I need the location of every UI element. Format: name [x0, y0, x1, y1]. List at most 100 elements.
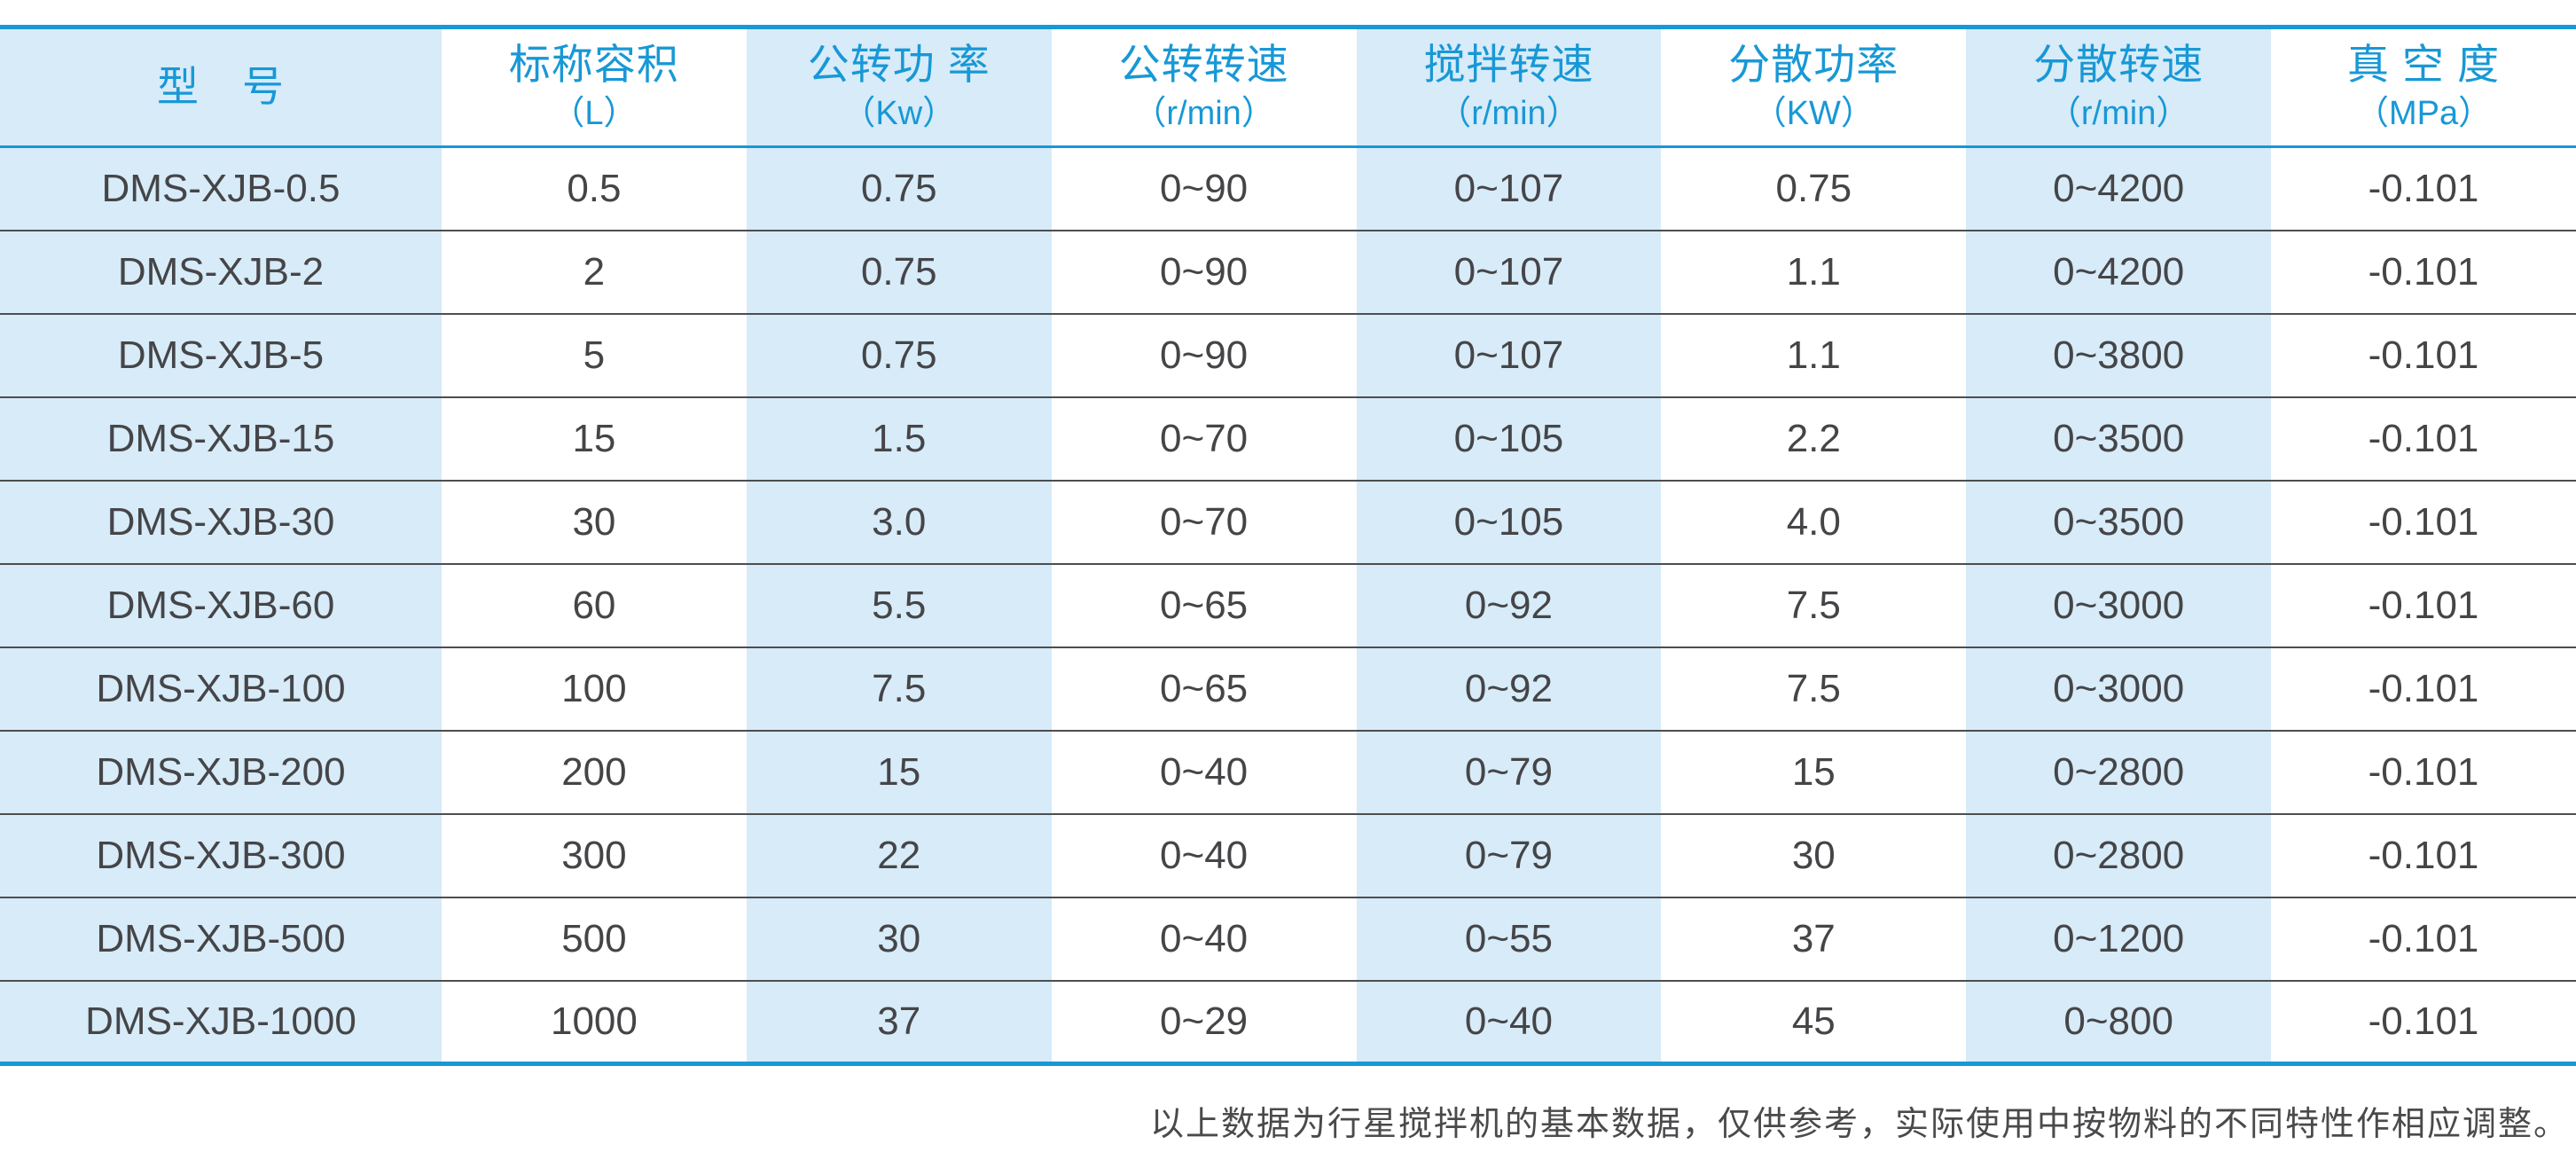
table-row: DMS-XJB-200 200 15 0~40 0~79 15 0~2800 -0.101 [0, 729, 2576, 814]
column-label: 型 号 [157, 63, 285, 111]
value-cell: -0.101 [2271, 312, 2576, 397]
table-row: DMS-XJB-500 500 30 0~40 0~55 37 0~1200 -0.101 [0, 896, 2576, 981]
column-label: 分散功率 [1728, 40, 1899, 88]
column-header: 分散功率 （KW） [1661, 27, 1967, 148]
column-header: 公转功 率 （Kw） [746, 27, 1052, 148]
value-cell: 0~3000 [1966, 562, 2272, 647]
value-cell: 0~79 [1356, 812, 1662, 897]
value-cell: -0.101 [2368, 166, 2479, 210]
value-cell: -0.101 [2271, 896, 2576, 981]
model-cell: DMS-XJB-500 [0, 896, 442, 981]
value-cell: 5.5 [746, 562, 1052, 647]
value-cell: 0~90 [1051, 229, 1357, 314]
value-cell: 15 [1661, 729, 1967, 814]
model-cell: DMS-XJB-100 [0, 646, 442, 731]
table-row: DMS-XJB-30 30 3.0 0~70 0~105 4.0 0~3500 -0.101 [0, 479, 2576, 564]
value-cell: -0.101 [2271, 979, 2576, 1064]
value-cell: 5 [442, 312, 747, 397]
value-cell: 2.2 [1661, 396, 1967, 481]
value-cell: 0~107 [1356, 312, 1662, 397]
value-cell: 300 [442, 812, 747, 897]
column-label: 公转功 率 [807, 40, 990, 88]
model-cell: DMS-XJB-300 [0, 812, 442, 897]
value-cell: 0~70 [1051, 479, 1357, 564]
value-cell: 22 [746, 812, 1052, 897]
value-cell: 0.75 [746, 229, 1052, 314]
value-cell: 15 [442, 396, 747, 481]
value-cell: -0.101 [2271, 479, 2576, 564]
value-cell: 0~92 [1356, 646, 1662, 731]
value-cell: 0~40 [1051, 729, 1357, 814]
value-cell: 30 [1661, 812, 1967, 897]
value-cell: 15 [746, 729, 1052, 814]
value-cell: 4.0 [1661, 479, 1967, 564]
value-cell: 45 [1661, 979, 1967, 1064]
value-cell: 0~40 [1051, 812, 1357, 897]
value-cell: 0~3500 [1966, 396, 2272, 481]
value-cell: -0.101 [2271, 646, 2576, 731]
table-body: DMS-XJB-0.5 0.5 0.75 0~90 0~107 0.75 0~4200 -0.… [0, 146, 2576, 1064]
value-cell: 7.5 [1661, 562, 1967, 647]
table-row: DMS-XJB-5 5 0.75 0~90 0~107 1.1 0~3800 -0.101 [0, 312, 2576, 397]
value-cell: 0~2800 [1966, 812, 2272, 897]
table-row: DMS-XJB-60 60 5.5 0~65 0~92 7.5 0~3000 -0.101 [0, 562, 2576, 647]
value-cell: 30 [746, 896, 1052, 981]
header-row: 型 号 标称容积 （L） 公转功 率 （Kw） 公转转速 （r/min） 搅拌转速 （r/min… [0, 27, 2576, 148]
value-cell: 60 [442, 562, 747, 647]
model-cell: DMS-XJB-2 [0, 229, 442, 314]
value-cell: 100 [442, 646, 747, 731]
value-cell: 0~90 [1051, 312, 1357, 397]
value-cell: 0~800 [1966, 979, 2272, 1064]
column-unit: （r/min） [1132, 94, 1275, 132]
value-cell: 0~3000 [1966, 646, 2272, 731]
table-row: DMS-XJB-1000 1000 37 0~29 0~40 45 0~800 -0.101 [0, 979, 2576, 1064]
value-cell: 0~107 [1356, 229, 1662, 314]
column-unit: （Kw） [842, 94, 957, 132]
column-header: 标称容积 （L） [442, 27, 747, 148]
value-cell: 7.5 [746, 646, 1052, 731]
model-cell: DMS-XJB-0.5 [0, 146, 442, 231]
column-header: 公转转速 （r/min） [1051, 27, 1357, 148]
value-cell: 0~4200 [1966, 229, 2272, 314]
value-cell: 37 [1661, 896, 1967, 981]
value-cell: 0~55 [1356, 896, 1662, 981]
value-cell: 0~40 [1051, 896, 1357, 981]
value-cell: 1.5 [746, 396, 1052, 481]
table-row: DMS-XJB-15 15 1.5 0~70 0~105 2.2 0~3500 -0.101 [0, 396, 2576, 481]
column-header: 型 号 [0, 27, 442, 148]
value-cell: 0.75 [746, 312, 1052, 397]
column-unit: （KW） [1752, 94, 1875, 132]
column-header: 真 空 度 （MPa） [2271, 27, 2576, 148]
model-cell: DMS-XJB-15 [0, 396, 442, 481]
column-label: 真 空 度 [2346, 40, 2501, 88]
column-header: 搅拌转速 （r/min） [1356, 27, 1662, 148]
value-cell: 0~3800 [1966, 312, 2272, 397]
value-cell: 0~65 [1051, 646, 1357, 731]
value-cell: 0~3500 [1966, 479, 2272, 564]
table-row: DMS-XJB-300 300 22 0~40 0~79 30 0~2800 -0.101 [0, 812, 2576, 897]
spec-table: 型 号 标称容积 （L） 公转功 率 （Kw） 公转转速 （r/min） 搅拌转速 （r/min… [0, 25, 2576, 1066]
column-unit: （L） [551, 94, 638, 132]
column-label: 搅拌转速 [1423, 40, 1594, 88]
value-cell: 0~105 [1356, 479, 1662, 564]
value-cell: 7.5 [1661, 646, 1967, 731]
value-cell: 0~70 [1051, 396, 1357, 481]
table-row: DMS-XJB-100 100 7.5 0~65 0~92 7.5 0~3000 -0.101 [0, 646, 2576, 731]
value-cell: 200 [442, 729, 747, 814]
model-cell: DMS-XJB-60 [0, 562, 442, 647]
value-cell: 0~65 [1051, 562, 1357, 647]
value-cell: 0~4200 [1966, 146, 2272, 231]
value-cell: 2 [442, 229, 747, 314]
value-cell: 0~40 [1356, 979, 1662, 1064]
model-cell: DMS-XJB-1000 [0, 979, 442, 1064]
column-header: 分散转速 （r/min） [1966, 27, 2272, 148]
value-cell: -0.101 [2271, 812, 2576, 897]
value-cell: 500 [442, 896, 747, 981]
column-label: 公转转速 [1118, 40, 1289, 88]
value-cell: 0.5 [567, 166, 622, 210]
value-cell: 0.75 [1775, 166, 1852, 210]
value-cell: -0.101 [2271, 562, 2576, 647]
value-cell: 0~1200 [1966, 896, 2272, 981]
value-cell: 1.1 [1661, 312, 1967, 397]
